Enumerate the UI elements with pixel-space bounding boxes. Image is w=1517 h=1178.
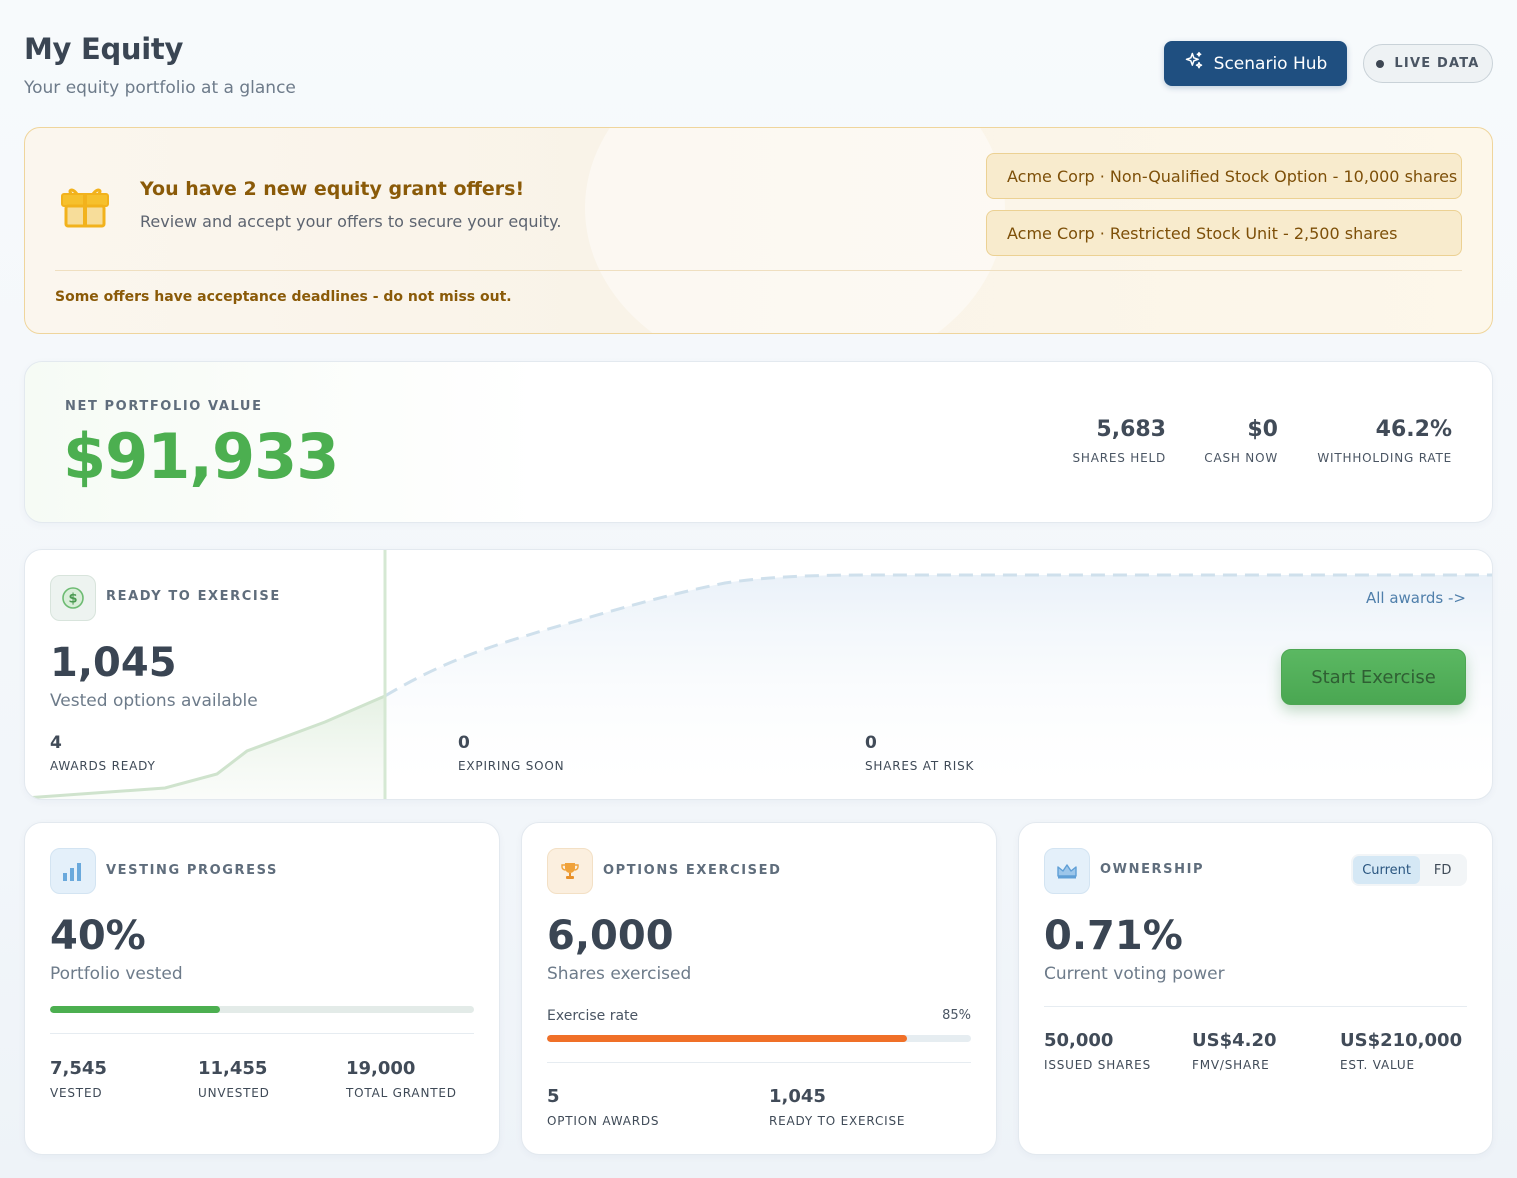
options-exercised-label: OPTIONS EXERCISED [603, 863, 782, 878]
stat-label: FMV/SHARE [1192, 1058, 1270, 1072]
net-portfolio-label: NET PORTFOLIO VALUE [65, 399, 263, 414]
issued-shares-stat: 50,000 ISSUED SHARES [1044, 1030, 1151, 1072]
stat-label: WITHHOLDING RATE [1317, 451, 1452, 465]
net-portfolio-value: $91,933 [63, 420, 339, 493]
live-data-badge: LIVE DATA [1363, 44, 1493, 83]
offers-description: Review and accept your offers to secure … [140, 212, 562, 231]
exercise-rate-fill [547, 1035, 908, 1042]
ownership-value: 0.71% [1044, 913, 1183, 959]
ready-to-exercise-label: READY TO EXERCISE [106, 589, 281, 604]
offer-item-rsu[interactable]: Acme Corp · Restricted Stock Unit - 2,50… [986, 210, 1462, 256]
exercise-rate-value: 85% [942, 1008, 971, 1023]
offers-divider [55, 270, 1462, 271]
stat-value: 1,045 [769, 1086, 826, 1107]
stat-value: 0 [865, 733, 877, 753]
withholding-rate-stat: 46.2% WITHHOLDING RATE [1317, 417, 1452, 465]
total-granted-stat: 19,000 TOTAL GRANTED [346, 1058, 457, 1100]
trophy-icon [547, 848, 593, 894]
ownership-subtitle: Current voting power [1044, 964, 1225, 984]
live-data-label: LIVE DATA [1394, 56, 1480, 71]
options-exercised-value: 6,000 [547, 913, 674, 959]
vesting-progress-card: VESTING PROGRESS 40% Portfolio vested 7,… [24, 822, 500, 1155]
stat-value: 46.2% [1375, 417, 1452, 442]
stat-value: 19,000 [346, 1058, 416, 1079]
stat-label: OPTION AWARDS [547, 1114, 660, 1128]
page-header: My Equity Your equity portfolio at a gla… [24, 30, 1493, 110]
stat-label: ISSUED SHARES [1044, 1058, 1151, 1072]
stat-value: US$4.20 [1192, 1030, 1277, 1051]
options-exercised-card: OPTIONS EXERCISED 6,000 Shares exercised… [521, 822, 997, 1155]
page-title: My Equity [24, 32, 184, 66]
cash-now-stat: $0 CASH NOW [1204, 417, 1278, 465]
stat-value: US$210,000 [1340, 1030, 1463, 1051]
stat-value: 50,000 [1044, 1030, 1114, 1051]
vesting-progress-bar [50, 1006, 474, 1013]
expiring-soon-stat: 0 EXPIRING SOON [458, 733, 564, 773]
toggle-current[interactable]: Current [1353, 856, 1421, 884]
exercise-rate-bar [547, 1035, 971, 1042]
option-awards-stat: 5 OPTION AWARDS [547, 1086, 659, 1128]
stat-value: 11,455 [198, 1058, 268, 1079]
shares-held-stat: 5,683 SHARES HELD [1072, 417, 1166, 465]
all-awards-link[interactable]: All awards -> [1365, 589, 1466, 607]
toggle-fully-diluted[interactable]: FD [1433, 862, 1452, 878]
sparkles-icon [1184, 51, 1204, 76]
fmv-share-stat: US$4.20 FMV/SHARE [1192, 1030, 1277, 1072]
stat-value: $0 [1247, 417, 1278, 442]
stat-label: EST. VALUE [1340, 1058, 1415, 1072]
page-subtitle: Your equity portfolio at a glance [24, 78, 296, 98]
gift-icon [59, 184, 111, 230]
stat-label: SHARES HELD [1072, 451, 1166, 465]
vesting-curve-chart [25, 550, 1492, 799]
stat-label: READY TO EXERCISE [769, 1114, 906, 1128]
crown-icon [1044, 848, 1090, 894]
stat-label: AWARDS READY [50, 759, 156, 773]
bar-chart-icon [50, 848, 96, 894]
ownership-label: OWNERSHIP [1100, 862, 1205, 877]
stat-value: 7,545 [50, 1058, 107, 1079]
start-exercise-button[interactable]: Start Exercise [1281, 649, 1466, 705]
stat-value: 5,683 [1096, 417, 1166, 442]
ready-to-exercise-value: 1,045 [50, 640, 177, 686]
awards-ready-stat: 4 AWARDS READY [50, 733, 156, 773]
unvested-stat: 11,455 UNVESTED [198, 1058, 270, 1100]
ready-to-exercise-subtitle: Vested options available [50, 691, 258, 711]
live-status-dot [1376, 59, 1385, 68]
stat-value: 5 [547, 1086, 560, 1107]
options-exercised-subtitle: Shares exercised [547, 964, 692, 984]
stat-label: VESTED [50, 1086, 103, 1100]
dollar-coin-icon: $ [50, 575, 96, 621]
scenario-hub-button[interactable]: Scenario Hub [1164, 41, 1347, 86]
ownership-view-toggle: Current FD [1351, 854, 1467, 886]
stat-label: SHARES AT RISK [865, 759, 975, 773]
grant-offers-banner: You have 2 new equity grant offers! Revi… [24, 127, 1493, 334]
stat-label: TOTAL GRANTED [346, 1086, 457, 1100]
vesting-progress-label: VESTING PROGRESS [106, 863, 278, 878]
stat-label: UNVESTED [198, 1086, 270, 1100]
vesting-progress-subtitle: Portfolio vested [50, 964, 183, 984]
svg-text:$: $ [68, 592, 77, 607]
stat-value: 0 [458, 733, 470, 753]
shares-at-risk-stat: 0 SHARES AT RISK [865, 733, 974, 773]
est-value-stat: US$210,000 EST. VALUE [1340, 1030, 1462, 1072]
offers-title: You have 2 new equity grant offers! [140, 178, 525, 200]
ownership-card: OWNERSHIP Current FD 0.71% Current votin… [1018, 822, 1493, 1155]
stat-label: EXPIRING SOON [458, 759, 565, 773]
stat-value: 4 [50, 733, 62, 753]
offers-deadline-note: Some offers have acceptance deadlines - … [55, 289, 512, 305]
ready-to-exercise-card: $ READY TO EXERCISE 1,045 Vested options… [24, 549, 1493, 800]
ready-to-exercise-stat: 1,045 READY TO EXERCISE [769, 1086, 905, 1128]
exercise-rate-label: Exercise rate [547, 1008, 639, 1024]
vesting-progress-value: 40% [50, 913, 146, 959]
offer-item-nqso[interactable]: Acme Corp · Non-Qualified Stock Option -… [986, 153, 1462, 199]
net-portfolio-card: NET PORTFOLIO VALUE $91,933 5,683 SHARES… [24, 361, 1493, 523]
vesting-progress-fill [50, 1006, 220, 1013]
stat-label: CASH NOW [1204, 451, 1278, 465]
scenario-hub-label: Scenario Hub [1213, 53, 1328, 74]
vested-stat: 7,545 VESTED [50, 1058, 107, 1100]
